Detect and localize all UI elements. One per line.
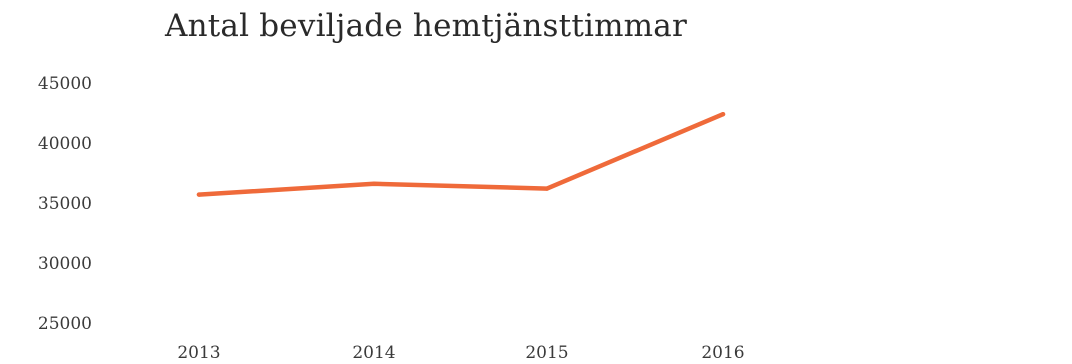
y-axis-ticks: 45000 40000 35000 30000 25000 xyxy=(38,74,92,334)
data-point xyxy=(544,186,550,191)
x-tick-label: 2014 xyxy=(352,343,395,363)
series-line xyxy=(196,111,726,197)
chart-title: Antal beviljade hemtjänsttimmar xyxy=(165,8,687,44)
y-tick-label: 25000 xyxy=(38,314,92,334)
y-tick-label: 40000 xyxy=(38,134,92,154)
data-point xyxy=(196,192,202,197)
y-tick-label: 30000 xyxy=(38,254,92,274)
x-tick-label: 2013 xyxy=(177,343,220,363)
data-point xyxy=(371,181,377,186)
data-point xyxy=(720,112,726,117)
x-axis-ticks: 2013 2014 2015 2016 xyxy=(177,343,744,363)
x-tick-label: 2015 xyxy=(525,343,568,363)
y-tick-label: 35000 xyxy=(38,194,92,214)
y-tick-label: 45000 xyxy=(38,74,92,94)
series-group xyxy=(196,111,726,197)
x-tick-label: 2016 xyxy=(701,343,744,363)
